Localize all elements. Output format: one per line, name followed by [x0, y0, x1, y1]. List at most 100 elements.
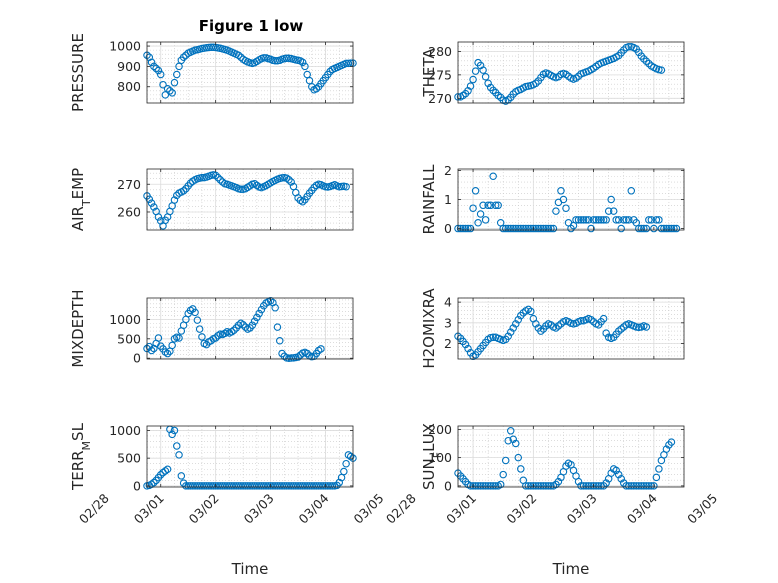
data-point — [529, 224, 538, 233]
data-point — [635, 48, 643, 57]
data-point — [504, 436, 512, 445]
data-point — [198, 173, 206, 182]
data-point — [266, 296, 275, 305]
data-point — [161, 467, 170, 475]
data-point — [499, 224, 507, 233]
data-point — [589, 482, 598, 490]
major-grid — [147, 298, 353, 359]
data-point — [230, 326, 238, 334]
data-point — [574, 477, 583, 486]
data-point — [456, 224, 465, 233]
data-point — [471, 187, 480, 195]
data-point — [579, 482, 588, 490]
data-point — [549, 224, 558, 233]
x-axis-label: Time — [231, 560, 269, 578]
y-axis-label: PRESSURE — [69, 33, 87, 112]
y-tick-label: 0 — [133, 478, 141, 493]
figure-title: Figure 1 low — [199, 17, 304, 35]
plot-area — [147, 169, 353, 230]
y-axis-label: AIRTEMP — [69, 168, 93, 231]
data-series — [454, 427, 676, 490]
y-tick-label: 280 — [428, 44, 452, 59]
data-point — [147, 346, 156, 355]
major-grid — [458, 169, 684, 230]
data-point — [237, 185, 245, 193]
plot-area — [458, 426, 684, 487]
data-point — [312, 85, 321, 93]
x-tick-label: 03/02 — [503, 491, 539, 527]
y-axis-label: H2OMIXRA — [420, 288, 438, 369]
data-point — [589, 216, 598, 224]
data-point — [534, 224, 543, 233]
data-point — [619, 46, 628, 54]
data-point — [504, 332, 512, 340]
data-point — [179, 53, 188, 61]
data-point — [484, 482, 492, 490]
data-point — [632, 323, 641, 331]
data-point — [346, 452, 355, 461]
data-point — [476, 210, 485, 218]
data-point — [517, 224, 525, 233]
data-point — [484, 201, 492, 210]
data-point — [342, 183, 350, 191]
data-point — [529, 482, 538, 490]
data-point — [501, 224, 510, 233]
data-point — [471, 67, 480, 75]
data-point — [509, 224, 517, 233]
data-point — [527, 482, 535, 490]
x-tick-label: 03/04 — [296, 490, 332, 526]
data-point — [234, 51, 243, 59]
data-point — [509, 90, 517, 98]
data-point — [479, 66, 487, 74]
data-point — [592, 482, 600, 490]
x-tick-label: 03/05 — [351, 491, 387, 527]
data-point — [481, 72, 490, 81]
data-point — [506, 224, 515, 233]
data-point — [537, 224, 545, 233]
data-point — [514, 315, 523, 324]
major-grid — [458, 298, 684, 359]
y-tick-label: 0 — [133, 351, 141, 366]
data-point — [154, 66, 163, 75]
y-tick-label: 800 — [117, 79, 141, 94]
subplot-1: 800 900 1000 PRESSURE — [69, 33, 357, 112]
data-point — [602, 216, 610, 224]
data-point — [191, 308, 199, 317]
data-point — [642, 224, 651, 233]
data-point — [582, 482, 590, 490]
data-point — [501, 456, 510, 465]
data-point — [532, 320, 540, 328]
axes-box — [457, 425, 685, 488]
data-point — [604, 207, 613, 215]
data-point — [145, 195, 154, 203]
data-point — [464, 224, 472, 233]
data-point — [209, 43, 218, 52]
data-point — [491, 201, 500, 210]
axes-box — [146, 168, 354, 231]
data-point — [486, 482, 495, 490]
data-point — [461, 224, 470, 233]
data-point — [652, 216, 661, 224]
data-point — [657, 224, 666, 233]
data-point — [317, 345, 325, 353]
data-point — [476, 482, 485, 490]
data-point — [532, 224, 540, 233]
subplot-3: 260 270 AIRTEMP — [69, 168, 354, 231]
data-point — [599, 314, 608, 323]
data-point — [667, 224, 676, 233]
subplot-6: 2 3 4 H2OMIXRA — [420, 288, 685, 369]
data-point — [466, 224, 475, 233]
y-tick-label: 1000 — [109, 39, 141, 54]
data-point — [607, 195, 615, 204]
data-point — [271, 303, 279, 312]
data-point — [539, 482, 548, 490]
data-point — [577, 316, 585, 325]
data-point — [522, 482, 530, 490]
data-point — [509, 435, 517, 444]
data-series — [454, 42, 666, 105]
data-point — [479, 201, 487, 210]
data-point — [481, 216, 490, 224]
data-point — [602, 329, 610, 337]
data-point — [461, 340, 470, 349]
